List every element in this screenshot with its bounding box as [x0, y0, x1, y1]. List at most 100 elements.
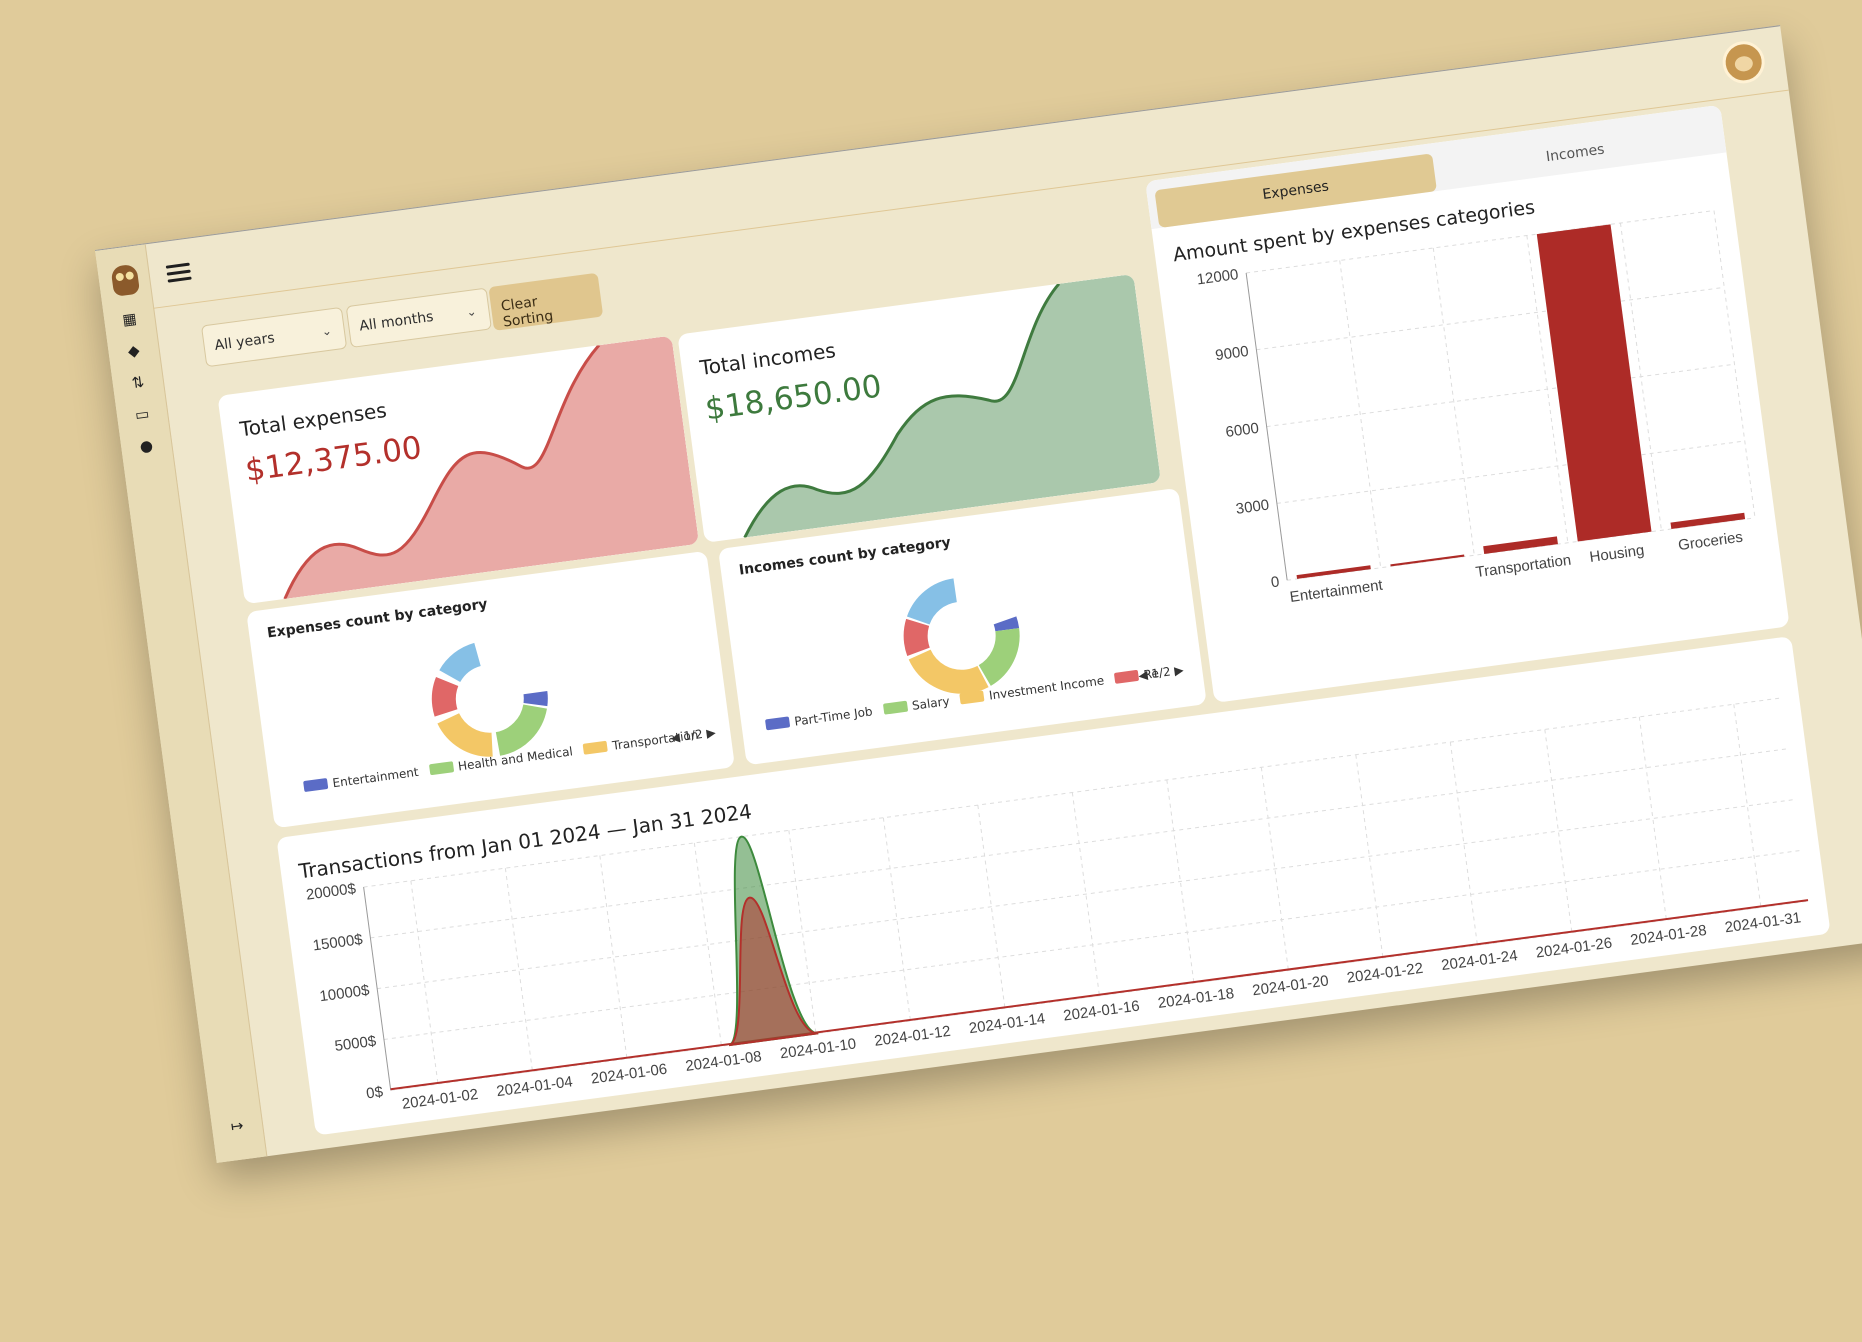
y-tick-label: 20000$ — [305, 880, 358, 904]
grid-line — [1449, 742, 1478, 946]
owl-logo — [110, 263, 141, 297]
expenses-donut-chart — [431, 640, 548, 757]
grid-line — [1166, 779, 1195, 984]
x-tick-label: 2024-01-08 — [684, 1048, 762, 1075]
total-incomes-card: Total incomes $18,650.00 — [677, 273, 1162, 543]
y-tick-label: 12000 — [1196, 266, 1240, 288]
incomes-donut-chart — [903, 577, 1020, 694]
area-series — [728, 896, 819, 1047]
baseline-series — [390, 899, 1809, 1091]
x-tick-label: 2024-01-16 — [1062, 998, 1140, 1025]
x-tick-label: 2024-01-18 — [1157, 985, 1235, 1012]
bar — [1483, 536, 1558, 554]
grid-line — [1713, 210, 1756, 518]
dashboard-icon[interactable]: ▦ — [121, 309, 138, 329]
grid-line — [1638, 716, 1667, 921]
grid-line — [1246, 210, 1715, 274]
user-icon[interactable]: ● — [138, 436, 155, 456]
pager-text: 1/2 — [682, 726, 704, 744]
grid-line — [1733, 704, 1762, 908]
y-tick-label: 9000 — [1214, 343, 1249, 364]
legend-label: Part-Time Job — [793, 704, 874, 729]
expenses-sparkline — [283, 335, 700, 600]
y-axis — [1245, 272, 1288, 581]
grid-line — [1526, 235, 1569, 543]
incomes-sparkline — [743, 273, 1162, 539]
grid-line — [1071, 792, 1100, 996]
expenses-bar-chart: 0 3000 6000 9000 12000 Entertainment Transpor… — [1196, 210, 1756, 606]
grid-line — [1266, 363, 1735, 428]
bar — [1390, 554, 1465, 567]
x-tick-label: 2024-01-10 — [779, 1035, 857, 1062]
expenses-count-card: Expenses count by category Entertainment… — [246, 550, 735, 829]
grid-line — [882, 817, 911, 1021]
grid-line — [1355, 754, 1384, 958]
grid-line — [1256, 286, 1725, 351]
x-tick-label: Entertainment — [1289, 577, 1385, 606]
grid-line — [1432, 247, 1475, 556]
avatar[interactable] — [1720, 38, 1768, 86]
bar — [1670, 512, 1746, 529]
grid-line — [693, 842, 722, 1047]
x-tick-label: 2024-01-24 — [1440, 947, 1518, 974]
transactions-card: Transactions from Jan 01 2024 — Jan 31 2… — [276, 636, 1831, 1136]
x-tick-label: 2024-01-31 — [1724, 909, 1802, 936]
arrow-right-icon[interactable]: ▶ — [1173, 662, 1185, 678]
logout-icon[interactable]: ↦ — [229, 1116, 245, 1136]
grid-line — [1276, 440, 1745, 504]
x-tick-label: Housing — [1589, 542, 1646, 566]
money-icon[interactable]: ▭ — [133, 404, 151, 425]
arrow-left-icon[interactable]: ◀ — [1137, 667, 1149, 683]
grid-line — [599, 855, 628, 1059]
x-tick-label: 2024-01-06 — [590, 1061, 668, 1088]
grid-line — [377, 799, 1795, 990]
month-select[interactable]: All months ⌄ — [345, 287, 492, 348]
y-tick-label: 15000$ — [312, 931, 365, 955]
legend-item[interactable]: Part-Time Job — [764, 704, 874, 732]
year-select-label: All years — [213, 330, 276, 354]
x-tick-label: 2024-01-04 — [495, 1073, 573, 1100]
incomes-legend-pager[interactable]: ◀ 1/2 ▶ — [1138, 663, 1185, 683]
y-tick-label: 10000$ — [319, 982, 372, 1006]
y-tick-label: 3000 — [1235, 497, 1270, 518]
shapes-icon[interactable]: ◆ — [126, 341, 141, 361]
legend-label: Entertainment — [331, 764, 420, 791]
arrow-left-icon[interactable]: ◀ — [669, 729, 681, 746]
y-tick-label: 0$ — [365, 1083, 384, 1102]
y-tick-label: 5000$ — [334, 1033, 378, 1055]
bar — [1296, 565, 1371, 579]
incomes-count-card: Incomes count by category Part-Time Job … — [718, 487, 1207, 766]
chevron-down-icon: ⌄ — [320, 323, 333, 339]
chevron-down-icon: ⌄ — [465, 304, 478, 320]
y-axis — [363, 887, 392, 1091]
x-tick-label: 2024-01-20 — [1251, 972, 1329, 999]
transactions-icon[interactable]: ⇅ — [130, 372, 146, 393]
x-tick-label: 2024-01-22 — [1346, 960, 1424, 987]
arrow-right-icon[interactable]: ▶ — [705, 725, 717, 741]
clear-sorting-button[interactable]: Clear Sorting — [488, 272, 604, 331]
legend-item[interactable]: Entertainment — [303, 765, 419, 794]
x-tick-label: 2024-01-02 — [401, 1086, 479, 1113]
x-tick-label: Transportation — [1475, 552, 1573, 582]
grid-line — [1544, 729, 1573, 933]
bar — [1536, 224, 1652, 542]
menu-icon[interactable] — [165, 262, 192, 284]
x-tick-label: 2024-01-12 — [873, 1023, 951, 1050]
grid-line — [977, 805, 1006, 1009]
grid-line — [1619, 222, 1662, 531]
sidebar: ▦ ◆ ⇅ ▭ ● ↦ — [95, 244, 268, 1163]
legend-item[interactable]: Salary — [882, 694, 950, 717]
x-tick-label: 2024-01-28 — [1629, 922, 1707, 949]
category-chart-card: Expenses Incomes Amount spent by expense… — [1145, 104, 1790, 703]
transactions-area-chart: 0$ 5000$ 10000$ 15000$ 20000$ 2024-01-02 2024… — [305, 697, 1809, 1113]
x-tick-label: Groceries — [1677, 529, 1744, 554]
expenses-legend-pager[interactable]: ◀ 1/2 ▶ — [670, 725, 717, 745]
year-select[interactable]: All years ⌄ — [200, 306, 348, 368]
month-select-label: All months — [358, 308, 435, 335]
grid-line — [1339, 260, 1382, 568]
y-tick-label: 6000 — [1225, 420, 1260, 441]
pager-text: 1/2 — [1150, 664, 1172, 681]
x-tick-label: 2024-01-14 — [968, 1010, 1046, 1037]
x-tick-label: 2024-01-26 — [1535, 935, 1613, 962]
grid-line — [504, 868, 533, 1072]
